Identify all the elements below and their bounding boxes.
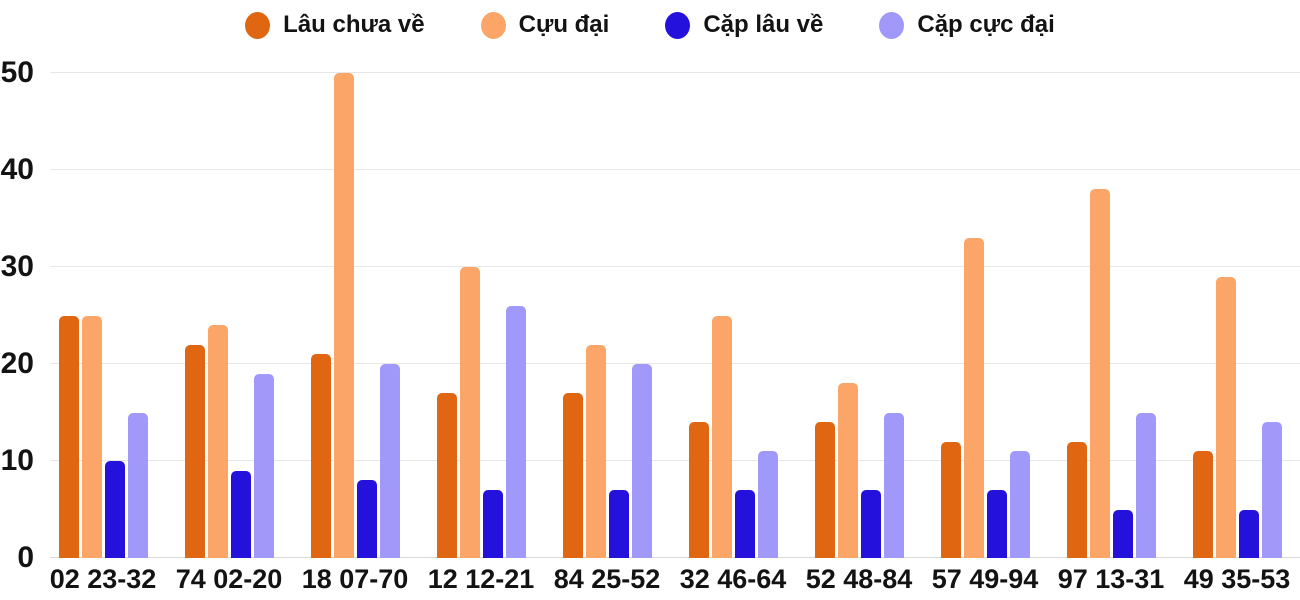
bar-series-1-cat-1[interactable] [207, 325, 228, 558]
x-axis-category-label: 52 48-84 [805, 564, 913, 594]
x-axis-category-label: 97 13-31 [1057, 564, 1165, 594]
bar-series-2-cat-2[interactable] [356, 480, 377, 558]
bar-series-0-cat-3[interactable] [436, 393, 457, 558]
bar-series-0-cat-0[interactable] [58, 315, 79, 558]
x-axis-category-label: 32 46-64 [679, 564, 787, 594]
bar-group [418, 73, 544, 558]
legend-label: Cặp cực đại [917, 11, 1055, 38]
bar-series-2-cat-6[interactable] [860, 490, 881, 558]
x-axis-category-label: 02 23-32 [49, 564, 157, 594]
bar-group [292, 73, 418, 558]
bar-series-0-cat-5[interactable] [688, 422, 709, 558]
gridline [50, 266, 1300, 267]
bar-series-1-cat-6[interactable] [837, 383, 858, 558]
bar-series-2-cat-8[interactable] [1112, 509, 1133, 558]
bar-series-3-cat-5[interactable] [757, 451, 778, 558]
bar-groups [40, 73, 1300, 558]
bar-group [1048, 73, 1174, 558]
x-axis-category-label: 57 49-94 [931, 564, 1039, 594]
bar-series-2-cat-4[interactable] [608, 490, 629, 558]
bar-series-1-cat-0[interactable] [81, 315, 102, 558]
bar-series-1-cat-7[interactable] [963, 237, 984, 558]
bar-group [670, 73, 796, 558]
legend-label: Cựu đại [518, 11, 610, 38]
bar-series-0-cat-1[interactable] [184, 344, 205, 558]
bar-group [922, 73, 1048, 558]
y-axis-tick-label: 10 [0, 444, 34, 477]
gridline [50, 72, 1300, 73]
bar-series-0-cat-6[interactable] [814, 422, 835, 558]
bar-series-1-cat-9[interactable] [1215, 276, 1236, 558]
legend-swatch-icon [879, 11, 905, 39]
bar-series-3-cat-1[interactable] [253, 373, 274, 558]
bar-series-1-cat-8[interactable] [1089, 189, 1110, 558]
legend-item-series-1[interactable]: Cựu đại [480, 11, 610, 39]
bar-series-2-cat-0[interactable] [104, 461, 125, 558]
legend-label: Cặp lâu về [703, 11, 824, 38]
bar-series-0-cat-4[interactable] [562, 393, 583, 558]
legend-label: Lâu chưa về [283, 11, 425, 38]
bar-series-2-cat-1[interactable] [230, 470, 251, 558]
bar-group [1174, 73, 1300, 558]
gridline [50, 460, 1300, 461]
bar-group [796, 73, 922, 558]
x-axis-category-label: 84 25-52 [553, 564, 661, 594]
x-axis: 02 23-32 74 02-20 18 07-70 12 12-21 84 25-52… [40, 562, 1300, 598]
legend-item-series-2[interactable]: Cặp lâu về [665, 11, 823, 39]
bar-series-3-cat-8[interactable] [1135, 412, 1156, 558]
gridline [50, 169, 1300, 170]
y-axis-tick-label: 50 [0, 56, 34, 89]
bar-series-0-cat-2[interactable] [310, 354, 331, 558]
bar-group [544, 73, 670, 558]
bar-series-3-cat-6[interactable] [883, 412, 904, 558]
bar-series-3-cat-0[interactable] [127, 412, 148, 558]
bar-series-0-cat-7[interactable] [940, 441, 961, 558]
legend-swatch-icon [480, 11, 506, 39]
legend-item-series-0[interactable]: Lâu chưa về [245, 11, 425, 39]
bar-series-2-cat-3[interactable] [482, 490, 503, 558]
bar-group [166, 73, 292, 558]
bar-series-1-cat-2[interactable] [333, 73, 354, 558]
chart-legend: Lâu chưa về Cựu đại Cặp lâu về Cặp cực đại [0, 6, 1300, 44]
bar-series-3-cat-4[interactable] [631, 364, 652, 558]
y-axis-tick-label: 30 [0, 250, 34, 283]
bar-series-2-cat-7[interactable] [986, 490, 1007, 558]
bar-series-1-cat-5[interactable] [711, 315, 732, 558]
x-axis-category-label: 74 02-20 [175, 564, 283, 594]
y-axis-tick-label: 0 [17, 541, 34, 574]
x-axis-category-label: 49 35-53 [1183, 564, 1291, 594]
legend-swatch-icon [665, 11, 691, 39]
bar-series-3-cat-2[interactable] [379, 364, 400, 558]
y-axis-tick-label: 20 [0, 347, 34, 380]
bar-series-1-cat-4[interactable] [585, 344, 606, 558]
bar-group [40, 73, 166, 558]
x-axis-category-label: 18 07-70 [301, 564, 409, 594]
y-axis: 0 10 20 30 40 50 [0, 58, 34, 573]
gridline [50, 363, 1300, 364]
bar-series-0-cat-9[interactable] [1192, 451, 1213, 558]
bar-series-3-cat-3[interactable] [505, 305, 526, 558]
legend-swatch-icon [245, 11, 271, 39]
plot-area [40, 72, 1300, 558]
bar-series-3-cat-7[interactable] [1009, 451, 1030, 558]
bar-series-1-cat-3[interactable] [459, 267, 480, 558]
bar-series-2-cat-5[interactable] [734, 490, 755, 558]
legend-item-series-3[interactable]: Cặp cực đại [879, 11, 1055, 39]
x-axis-baseline [50, 557, 1300, 558]
x-axis-category-label: 12 12-21 [427, 564, 535, 594]
y-axis-tick-label: 40 [0, 153, 34, 186]
bar-series-0-cat-8[interactable] [1066, 441, 1087, 558]
bar-series-3-cat-9[interactable] [1261, 422, 1282, 558]
bar-series-2-cat-9[interactable] [1238, 509, 1259, 558]
